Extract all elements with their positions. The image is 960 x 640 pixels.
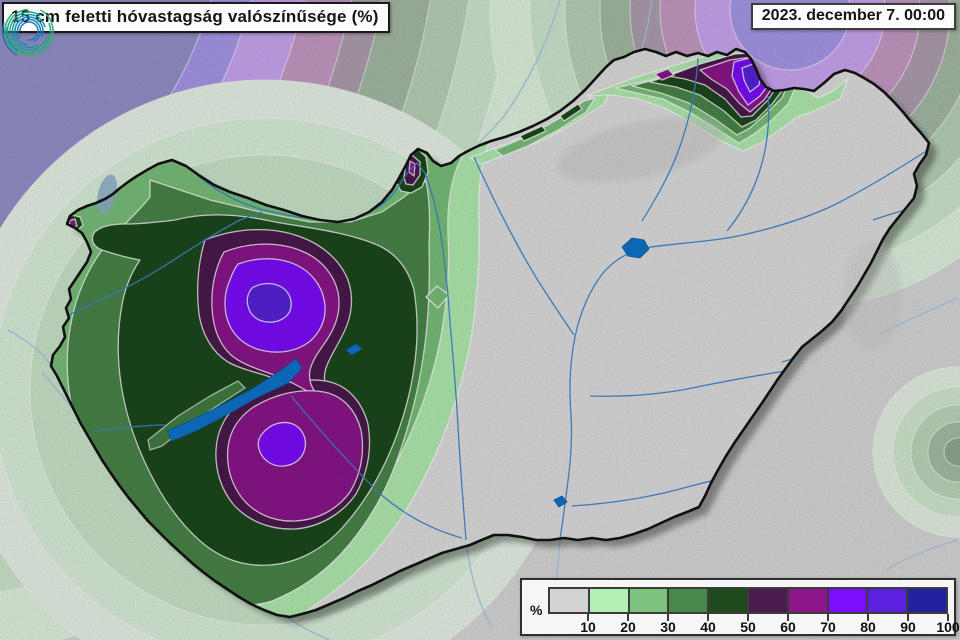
legend-swatch (589, 589, 630, 612)
spiral-logo (1, 6, 54, 56)
legend-tick (747, 614, 749, 621)
map-title: 15 cm feletti hóvastagság valószínűsége … (2, 2, 390, 33)
legend-tick (787, 614, 789, 621)
legend-swatch (629, 589, 670, 612)
legend-swatch (748, 589, 789, 612)
legend-tick (907, 614, 909, 621)
legend-tick-label: 10 (580, 619, 596, 635)
forecast-datetime: 2023. december 7. 00:00 (750, 3, 956, 30)
legend-tick-label: 40 (700, 619, 716, 635)
legend-swatch (868, 589, 909, 612)
legend-tick-label: 90 (900, 619, 916, 635)
legend-tick (587, 614, 589, 621)
legend-tick-label: 60 (780, 619, 796, 635)
legend-swatch (788, 589, 829, 612)
legend-swatch (828, 589, 869, 612)
legend-colorbar (548, 587, 948, 614)
legend-tick-label: 20 (620, 619, 636, 635)
legend-tick-label: 80 (860, 619, 876, 635)
legend-tick (667, 614, 669, 621)
legend-swatch (669, 589, 710, 612)
legend-swatch (550, 589, 590, 612)
probability-legend: % 10 20 30 40 50 60 70 80 90 100 (520, 578, 960, 636)
legend-tick-label: 70 (820, 619, 836, 635)
legend-tick (707, 614, 709, 621)
legend-swatch (709, 589, 749, 612)
legend-tick (627, 614, 629, 621)
legend-unit-label: % (530, 602, 543, 618)
legend-tick-label: 100 (936, 619, 960, 635)
legend-tick-label: 30 (660, 619, 676, 635)
legend-tick (947, 614, 949, 621)
legend-swatch (908, 589, 946, 612)
legend-tick-label: 50 (740, 619, 756, 635)
legend-tick (867, 614, 869, 621)
legend-tick (827, 614, 829, 621)
